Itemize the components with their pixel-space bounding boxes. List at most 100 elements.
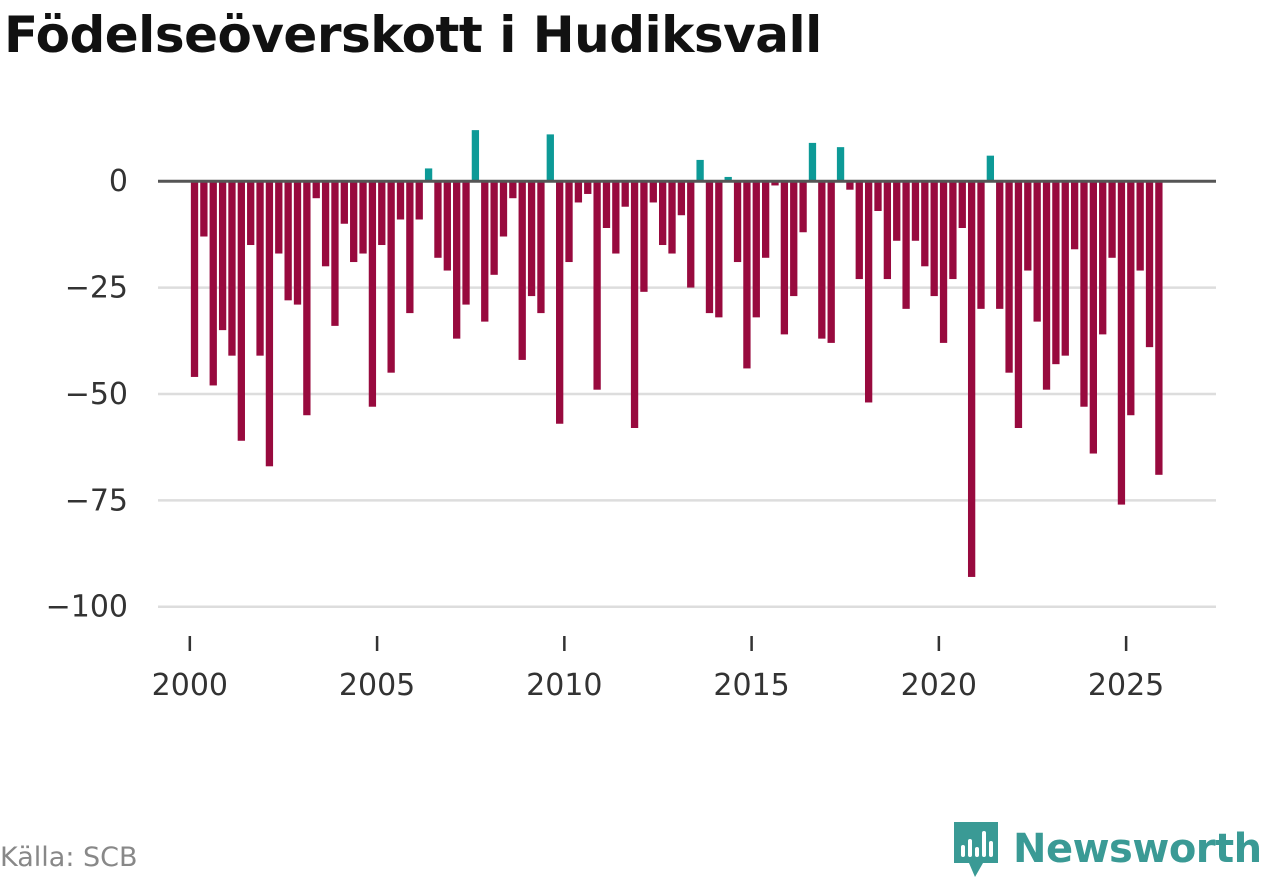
y-axis: 0 −25 −50 −75 −100 (46, 164, 128, 625)
bar (565, 181, 573, 263)
brand-name: Newsworthy (1013, 826, 1262, 872)
bar (218, 181, 227, 331)
bar (743, 181, 751, 369)
bar (687, 181, 695, 288)
bar (696, 159, 704, 182)
bar (1136, 181, 1144, 271)
bar (836, 147, 845, 182)
bar (1014, 181, 1023, 428)
bar (303, 181, 311, 416)
bar (799, 181, 807, 233)
bar (396, 181, 405, 220)
bar (1155, 181, 1163, 475)
bar (986, 155, 995, 182)
bar (359, 181, 367, 254)
bar (780, 181, 789, 335)
bar (1052, 181, 1060, 365)
y-tick-label: −50 (65, 377, 128, 412)
bar (1024, 181, 1032, 271)
bar (340, 181, 348, 224)
bar (996, 181, 1004, 309)
bar (761, 181, 770, 258)
bar (443, 181, 451, 271)
bar (1080, 181, 1088, 407)
bar (247, 181, 255, 246)
bar (200, 181, 208, 237)
bar (471, 130, 480, 182)
bar (368, 181, 377, 407)
bar (593, 181, 601, 390)
bar (621, 181, 629, 207)
bar (630, 181, 639, 428)
bar (902, 181, 910, 309)
bar (584, 181, 592, 194)
bar (602, 181, 611, 228)
x-tick-label: 2010 (526, 668, 602, 703)
bar (284, 181, 292, 301)
bar (733, 181, 742, 263)
bar (556, 181, 564, 424)
bar (481, 181, 489, 322)
bar (864, 181, 873, 403)
bar (1033, 181, 1041, 322)
bar (949, 181, 957, 280)
bar (808, 142, 817, 182)
bar (434, 181, 442, 258)
bar (752, 181, 760, 318)
bar (1145, 181, 1154, 348)
bar (275, 181, 283, 254)
bar (331, 181, 339, 326)
bar (1061, 181, 1069, 356)
bar (350, 181, 358, 263)
bar (499, 181, 508, 237)
bar (967, 181, 976, 577)
bar (453, 181, 461, 339)
x-tick-label: 2000 (152, 668, 228, 703)
x-tick-label: 2005 (339, 668, 415, 703)
bar (649, 181, 657, 203)
bar (1005, 181, 1013, 373)
bar (462, 181, 470, 305)
bar (293, 181, 302, 305)
brand-logo[interactable]: Newsworthy (951, 818, 1262, 880)
bar (1070, 181, 1079, 250)
bar (893, 181, 901, 241)
bar (640, 181, 648, 292)
bar (490, 181, 498, 275)
bar (415, 181, 423, 220)
y-tick-label: −75 (65, 483, 128, 518)
bar (930, 181, 938, 297)
bar (1117, 181, 1126, 505)
bar (1127, 181, 1135, 416)
bar (509, 181, 517, 199)
bar (705, 181, 714, 314)
bar (827, 181, 835, 343)
newsworthy-logo-icon (954, 822, 998, 877)
bar (977, 181, 985, 309)
y-tick-label: 0 (109, 164, 128, 199)
bar (265, 181, 274, 467)
chart-title: Födelseöverskott i Hudiksvall (4, 6, 822, 64)
bar (1089, 181, 1097, 454)
bar (321, 181, 330, 267)
y-tick-label: −100 (46, 590, 128, 625)
bar (1042, 181, 1051, 390)
bar (846, 181, 854, 190)
bar (818, 181, 826, 339)
bar (387, 181, 395, 373)
bar (874, 181, 882, 211)
bar (883, 181, 892, 280)
bar (939, 181, 948, 343)
bar (237, 181, 245, 441)
bar (190, 181, 199, 377)
bar (312, 181, 320, 199)
bars (190, 130, 1163, 577)
bar (771, 181, 779, 186)
bar (790, 181, 798, 297)
bar (659, 181, 667, 246)
bar (518, 181, 526, 360)
x-axis: 2000 2005 2010 2015 2020 2025 (152, 636, 1164, 703)
bar (537, 181, 545, 314)
bar (958, 181, 966, 228)
